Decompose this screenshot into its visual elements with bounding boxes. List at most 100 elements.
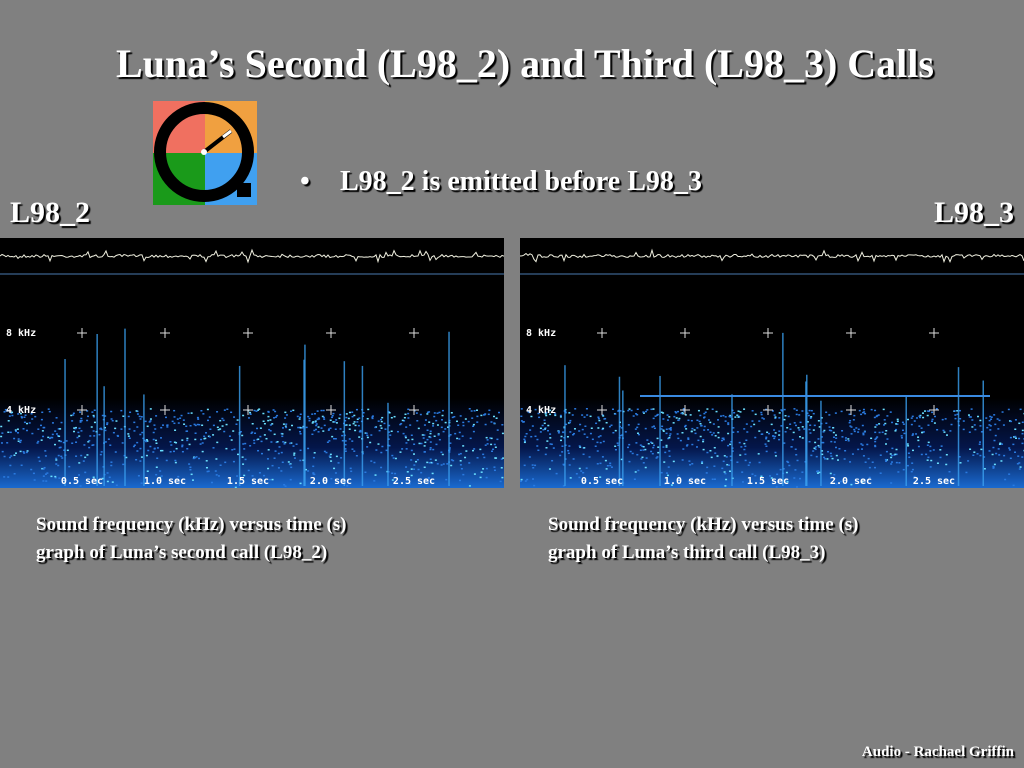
speckle: [293, 457, 296, 459]
speckle: [416, 420, 419, 422]
logo: [153, 101, 257, 205]
speckle: [754, 436, 757, 439]
speckle: [219, 428, 222, 430]
speckle: [311, 413, 314, 415]
speckle: [149, 420, 152, 422]
speckle: [884, 443, 887, 445]
speckle: [271, 423, 274, 425]
grid-cross: [243, 405, 253, 415]
speckle: [771, 410, 774, 412]
speckle: [267, 449, 270, 451]
speckle: [410, 434, 413, 437]
speckle: [390, 430, 393, 433]
speckle: [472, 449, 475, 452]
speckle: [785, 471, 788, 474]
speckle: [424, 441, 427, 444]
speckle: [760, 433, 763, 436]
y-axis-label: 8 kHz: [6, 328, 36, 339]
speckle: [588, 456, 591, 458]
speckle: [825, 422, 828, 424]
speckle: [75, 441, 78, 443]
speckle: [77, 431, 80, 434]
speckle: [173, 441, 176, 444]
speckle: [979, 441, 982, 443]
speckle: [864, 461, 867, 463]
speckle: [534, 464, 537, 467]
speckle: [351, 440, 354, 442]
speckle: [417, 427, 420, 430]
speckle: [666, 474, 669, 477]
speckle: [394, 472, 397, 475]
speckle: [914, 482, 917, 484]
speckle: [313, 413, 316, 415]
speckle: [450, 459, 453, 461]
x-axis-label: 2.0 sec: [310, 476, 352, 487]
speckle: [566, 436, 569, 438]
speckle: [828, 414, 831, 416]
speckle: [277, 452, 280, 455]
x-axis-label: 1.0 sec: [144, 476, 186, 487]
speckle: [884, 433, 887, 435]
speckle: [704, 411, 707, 414]
speckle: [290, 410, 293, 413]
speckle: [93, 435, 96, 437]
speckle: [897, 471, 900, 473]
speckle: [426, 413, 429, 415]
speckle: [660, 471, 663, 474]
speckle: [4, 408, 7, 411]
speckle: [810, 454, 813, 457]
speckle: [627, 409, 630, 412]
speckle: [287, 461, 290, 463]
speckle: [100, 428, 103, 431]
speckle: [890, 456, 893, 459]
speckle: [17, 440, 20, 442]
speckle: [436, 412, 439, 414]
speckle: [476, 415, 479, 418]
speckle: [564, 411, 567, 414]
speckle: [334, 438, 337, 440]
speckle: [401, 448, 404, 450]
speckle: [568, 445, 571, 447]
speckle: [733, 412, 736, 414]
speckle: [44, 450, 47, 452]
speckle: [782, 468, 785, 470]
speckle: [273, 457, 276, 459]
speckle: [257, 409, 260, 411]
speckle: [651, 426, 654, 428]
speckle: [599, 441, 602, 444]
speckle: [115, 420, 118, 422]
speckle: [394, 457, 397, 460]
speckle: [84, 456, 87, 459]
speckle: [418, 442, 421, 445]
speckle: [249, 413, 252, 416]
speckle: [479, 476, 482, 479]
speckle: [720, 415, 723, 417]
speckle: [750, 425, 753, 428]
speckle: [41, 411, 44, 414]
speckle: [329, 427, 332, 429]
speckle: [353, 414, 356, 417]
speckle: [26, 450, 29, 452]
speckle: [862, 455, 865, 457]
speckle: [437, 434, 440, 436]
speckle: [934, 415, 937, 418]
speckle: [950, 423, 953, 426]
speckle: [247, 417, 250, 419]
speckle: [1018, 437, 1021, 440]
speckle: [103, 426, 106, 429]
speckle: [636, 432, 639, 435]
speckle: [727, 464, 730, 466]
speckle: [436, 424, 439, 426]
speckle: [334, 472, 337, 474]
speckle: [620, 427, 623, 429]
speckle: [290, 442, 293, 444]
speckle: [346, 485, 349, 487]
speckle: [270, 441, 273, 443]
speckle: [543, 422, 546, 425]
speckle: [687, 437, 690, 439]
speckle: [42, 475, 45, 477]
speckle: [929, 466, 932, 468]
speckle: [215, 458, 218, 460]
speckle: [191, 479, 194, 481]
speckle: [636, 408, 639, 411]
